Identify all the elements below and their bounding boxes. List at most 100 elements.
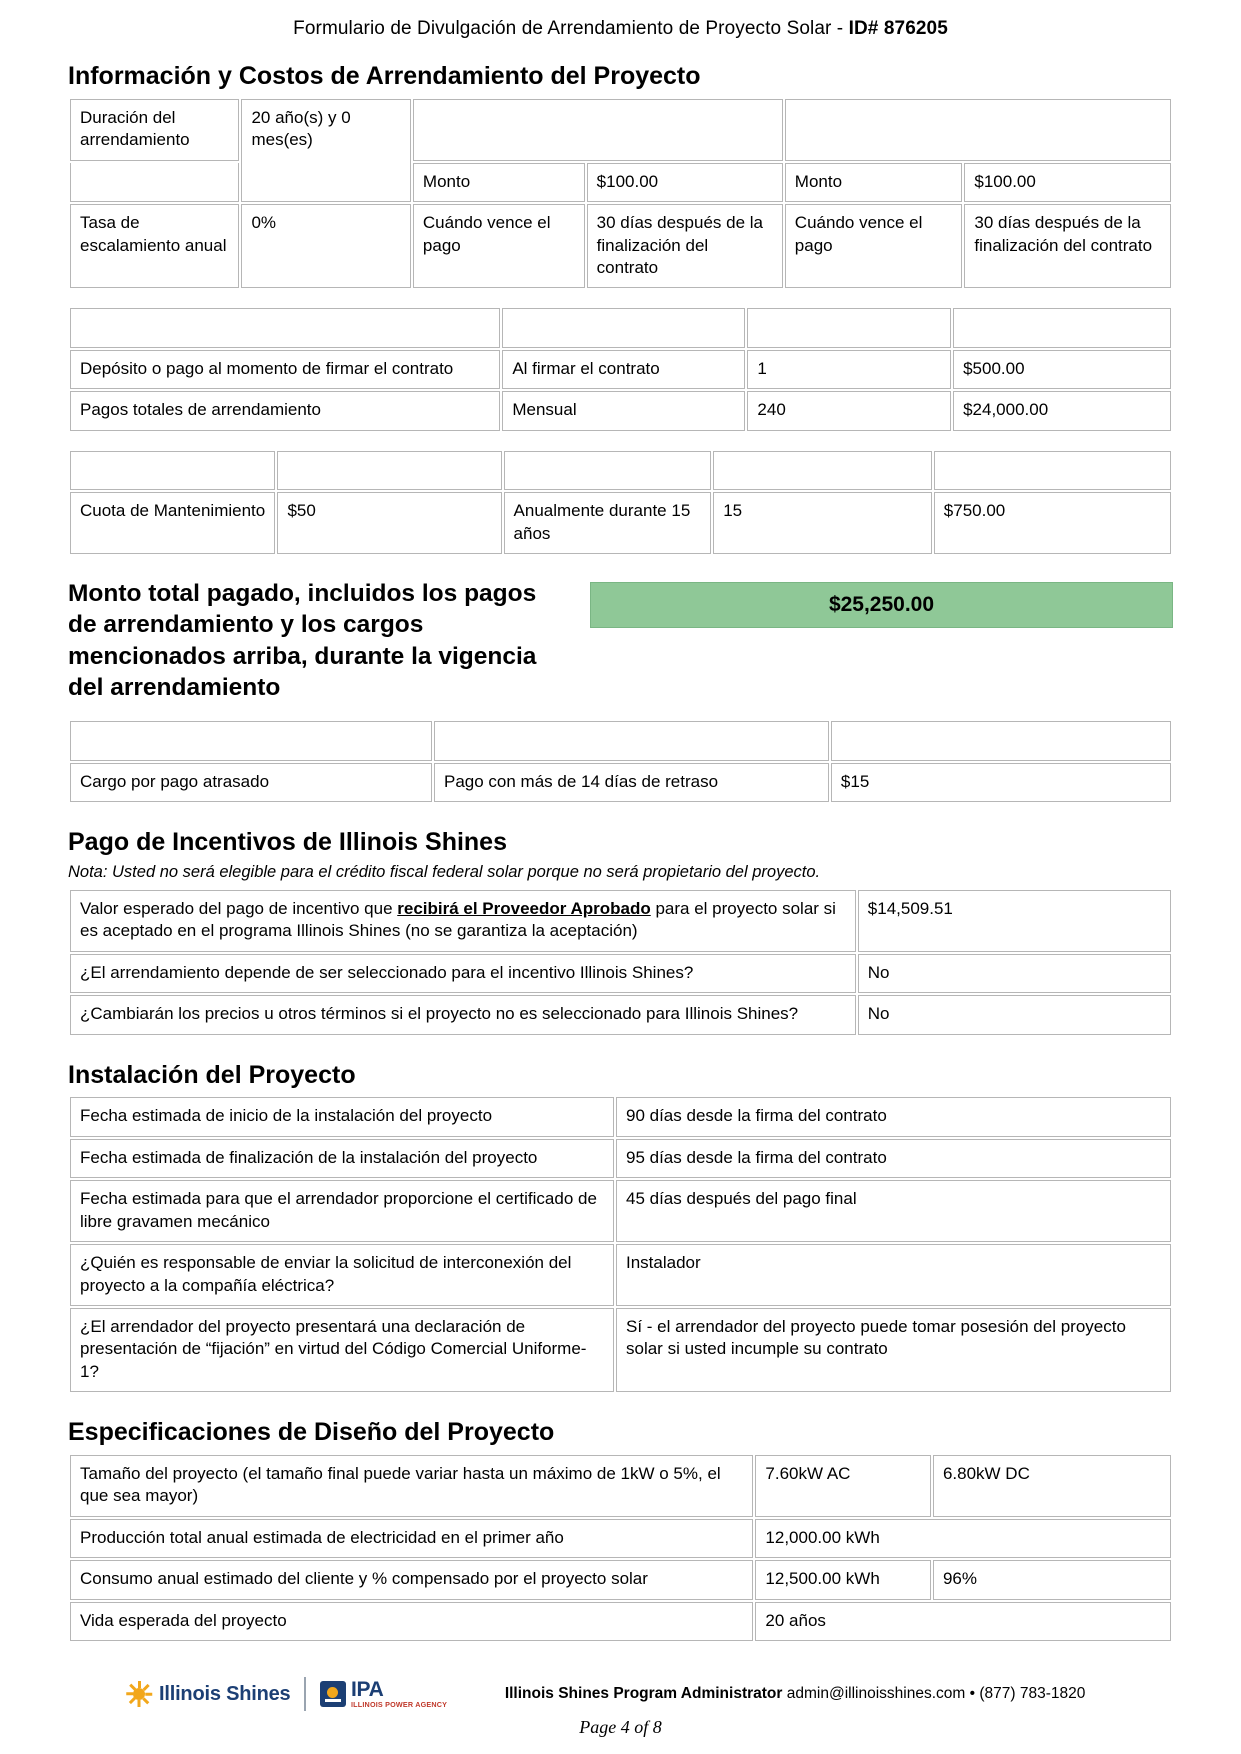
col-payment: Pago	[70, 308, 501, 348]
section-title-incentives: Pago de Incentivos de Illinois Shines	[68, 828, 507, 857]
table-row: Cuota de Mantenimiento $50 Anualmente du…	[70, 492, 1171, 554]
table-row: Tasa de escalamiento anual 0% Cuándo ven…	[70, 204, 1171, 289]
ipa-logo: IPA ILLINOIS POWER AGENCY	[319, 1678, 447, 1709]
final-payment-due-label: Cuándo vence el pago	[784, 204, 963, 289]
consumption-offset-pct: 96%	[932, 1560, 1171, 1600]
document-header: Formulario de Divulgación de Arrendamien…	[0, 0, 1241, 42]
page-number: Page 4 of 8	[579, 1717, 662, 1737]
col-other-when: Cuándo aplica	[434, 721, 829, 761]
project-life-value: 20 años	[755, 1601, 1171, 1642]
final-payment-header: Pago Final	[784, 98, 1171, 161]
table-row: Fecha estimada de finalización de la ins…	[70, 1138, 1171, 1179]
install-value: 90 días desde la firma del contrato	[616, 1097, 1171, 1137]
consumption-label: Consumo anual estimado del cliente y % c…	[70, 1560, 754, 1600]
question-lease-depends: ¿El arrendamiento depende de ser selecci…	[70, 953, 856, 994]
payment-amount: $500.00	[953, 349, 1171, 390]
col-charge-count: Número de Pagos	[713, 450, 932, 491]
col-charge: Cargos que se Aplicarán	[70, 450, 276, 491]
sun-icon	[126, 1681, 153, 1707]
table-row: Vida esperada del proyecto 20 años	[70, 1601, 1171, 1642]
install-label: Fecha estimada de inicio de la instalaci…	[70, 1097, 614, 1137]
footer-admin-contact: Illinois Shines Program Administrator ad…	[457, 1685, 1173, 1703]
table-row: Depósito o pago al momento de firmar el …	[70, 349, 1171, 390]
section-title-lease-info: Información y Costos de Arrendamiento de…	[68, 62, 701, 90]
project-size-dc: 6.80kW DC	[932, 1455, 1171, 1517]
ipa-logo-text: IPA	[350, 1678, 384, 1702]
duration-label: Duración del arrendamiento	[70, 98, 240, 161]
table-header-row: Cargos que se Aplicarán Monto Cuándo Ven…	[70, 450, 1171, 491]
project-size-label: Tamaño del proyecto (el tamaño final pue…	[70, 1455, 754, 1517]
charge-name: Cuota de Mantenimiento	[70, 492, 276, 554]
expected-label-part1: Valor esperado del pago de incentivo que	[80, 898, 398, 918]
payment-name: Depósito o pago al momento de firmar el …	[70, 349, 501, 390]
install-label: Fecha estimada para que el arrendador pr…	[70, 1180, 614, 1243]
footer-logos: Illinois Shines IPA ILLINOIS POWER AGENC…	[68, 1677, 447, 1711]
payment-amount: $24,000.00	[953, 391, 1171, 431]
ipa-badge-icon	[319, 1680, 346, 1707]
payment-due: Al firmar el contrato	[502, 349, 746, 390]
charges-table: Cargos que se Aplicarán Monto Cuándo Ven…	[68, 449, 1173, 556]
install-value: 95 días desde la firma del contrato	[616, 1138, 1171, 1179]
table-header-row: Otros Cargos Que Pueden Aplicarse Cuándo…	[70, 721, 1171, 761]
duration-label-cont	[70, 162, 240, 203]
install-value: Sí - el arrendador del proyecto puede to…	[616, 1307, 1171, 1393]
other-charge-amount: $15	[830, 762, 1171, 803]
question-price-change: ¿Cambiarán los precios u otros términos …	[70, 995, 856, 1035]
table-row: ¿El arrendamiento depende de ser selecci…	[70, 953, 1171, 994]
logo-divider	[304, 1677, 306, 1711]
header-project-id: ID# 876205	[848, 18, 948, 39]
document-footer: Illinois Shines IPA ILLINOIS POWER AGENC…	[0, 1677, 1241, 1754]
other-charge-when: Pago con más de 14 días de retraso	[434, 762, 829, 803]
table-row: Pagos totales de arrendamiento Mensual 2…	[70, 391, 1171, 431]
other-charge-name: Cargo por pago atrasado	[70, 762, 432, 803]
install-value: Instalador	[616, 1244, 1171, 1306]
col-other-charge: Otros Cargos Que Pueden Aplicarse	[70, 721, 432, 761]
escalation-label: Tasa de escalamiento anual	[70, 204, 240, 289]
table-row: Consumo anual estimado del cliente y % c…	[70, 1560, 1171, 1600]
col-payment-amount: Monto	[953, 308, 1171, 348]
table-row: Cargo por pago atrasado Pago con más de …	[70, 762, 1171, 803]
production-value: 12,000.00 kWh	[755, 1518, 1171, 1559]
table-row: Fecha estimada de inicio de la instalaci…	[70, 1097, 1171, 1137]
incentives-note: Nota: Usted no será elegible para el cré…	[68, 863, 821, 882]
footer-admin-details: admin@illinoisshines.com • (877) 783-182…	[782, 1685, 1086, 1702]
charge-due: Anualmente durante 15 años	[503, 492, 712, 554]
table-row: Producción total anual estimada de elect…	[70, 1518, 1171, 1559]
install-label: Fecha estimada de finalización de la ins…	[70, 1138, 614, 1179]
final-payment-amount-label: Monto	[784, 162, 963, 203]
table-header-row: Pago Cuándo Vence el Pago Número de Pago…	[70, 308, 1171, 348]
col-payment-count: Número de Pagos	[747, 308, 952, 348]
col-other-amount: Monto	[830, 721, 1171, 761]
install-value: 45 días después del pago final	[616, 1180, 1171, 1243]
first-payment-header: Primer Pago	[412, 98, 783, 161]
total-paid-block: Monto total pagado, incluidos los pagos …	[68, 578, 1173, 703]
answer-price-change: No	[857, 995, 1171, 1035]
duration-value: 20 año(s) y 0 mes(es)	[241, 98, 411, 203]
consumption-value: 12,500.00 kWh	[755, 1560, 931, 1600]
install-label: ¿El arrendador del proyecto presentará u…	[70, 1307, 614, 1393]
table-row: Duración del arrendamiento 20 año(s) y 0…	[70, 98, 1171, 203]
col-charge-total: Monto Total	[933, 450, 1171, 491]
charge-count: 15	[713, 492, 932, 554]
col-payment-due: Cuándo Vence el Pago	[502, 308, 746, 348]
table-row: Fecha estimada para que el arrendador pr…	[70, 1180, 1171, 1243]
final-payment-due-value: 30 días después de la finalización del c…	[964, 204, 1171, 289]
total-paid-value: $25,250.00	[590, 582, 1173, 628]
section-title-design-specs: Especificaciones de Diseño del Proyecto	[68, 1418, 555, 1447]
charge-total: $750.00	[933, 492, 1171, 554]
expected-label-emphasis: recibirá el Proveedor Aprobado	[397, 898, 651, 918]
project-life-label: Vida esperada del proyecto	[70, 1601, 754, 1642]
footer-admin-name: Illinois Shines Program Administrator	[504, 1685, 783, 1702]
section-title-installation: Instalación del Proyecto	[68, 1060, 356, 1089]
design-specs-table: Tamaño del proyecto (el tamaño final pue…	[68, 1453, 1173, 1643]
expected-incentive-amount: $14,509.51	[857, 889, 1171, 952]
install-label: ¿Quién es responsable de enviar la solic…	[70, 1244, 614, 1306]
first-payment-amount-value: $100.00	[586, 162, 783, 203]
document-content: Información y Costos de Arrendamiento de…	[0, 62, 1241, 1643]
answer-lease-depends: No	[857, 953, 1171, 994]
payment-count: 240	[747, 391, 952, 431]
expected-incentive-label: Valor esperado del pago de incentivo que…	[70, 889, 856, 952]
charge-amount: $50	[277, 492, 502, 554]
payment-name: Pagos totales de arrendamiento	[70, 391, 501, 431]
